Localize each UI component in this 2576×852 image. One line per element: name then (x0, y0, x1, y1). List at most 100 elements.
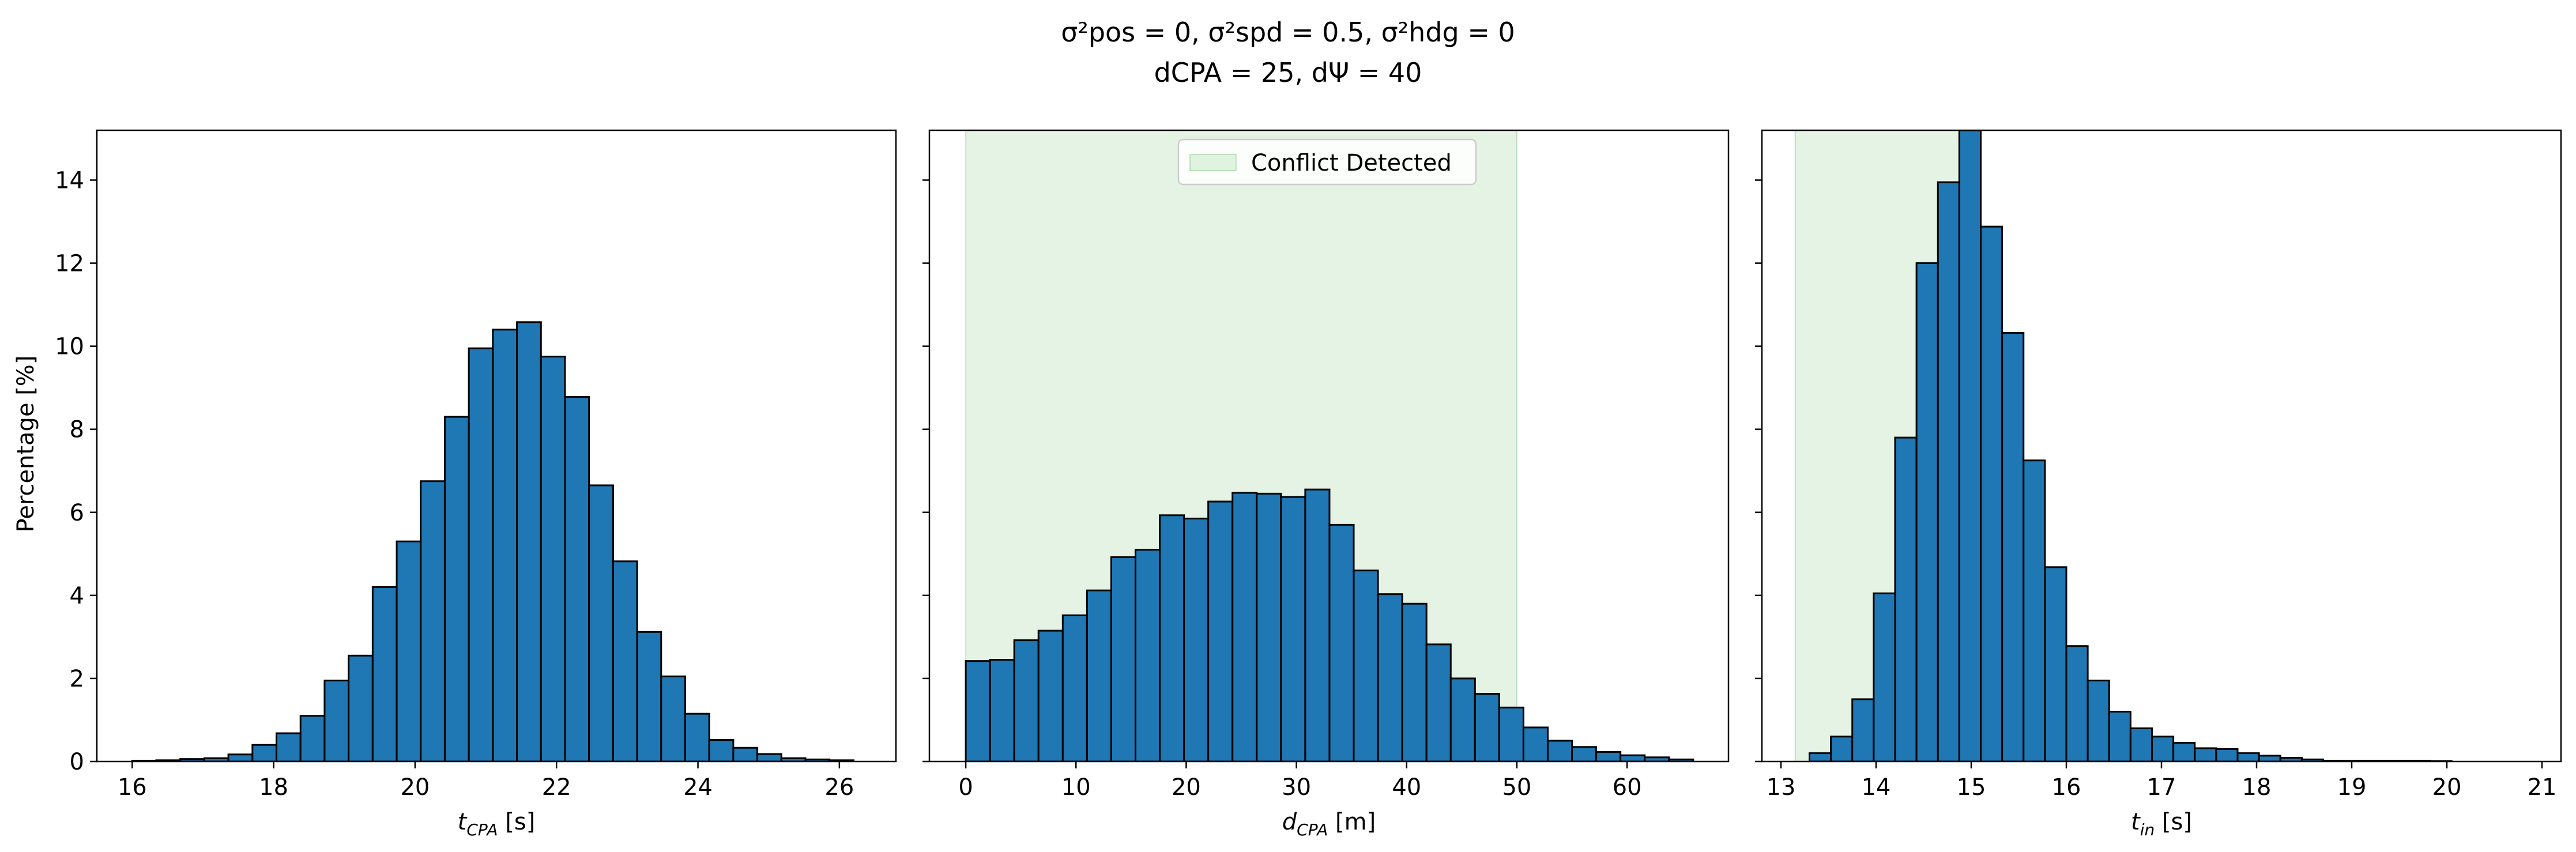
plot-area (1794, 130, 2453, 761)
x-tick-label: 20 (1172, 774, 1201, 801)
x-tick-label: 14 (1862, 774, 1891, 801)
histogram-bar (564, 395, 590, 761)
x-tick-label: 18 (2242, 774, 2272, 801)
histogram-bar (468, 347, 494, 761)
histogram-bar (1377, 593, 1403, 761)
histogram-bar (684, 712, 710, 761)
histogram-bar (1474, 693, 1500, 761)
histogram-bar (443, 416, 470, 761)
histogram-bar (1110, 556, 1136, 761)
y-tick-label: 12 (55, 251, 84, 277)
histogram-bar (1546, 740, 1573, 761)
x-tick-label: 21 (2528, 774, 2557, 801)
histogram-bar (708, 739, 735, 761)
x-axis-label: tCPA [s] (458, 809, 536, 839)
plot-area (965, 130, 1694, 761)
histogram-bar (1595, 751, 1622, 761)
histogram-bar (1328, 523, 1355, 761)
y-tick-label: 6 (70, 500, 84, 526)
histogram-bar (1571, 746, 1598, 761)
histogram-bar (396, 540, 422, 761)
histogram-bar (1256, 492, 1282, 761)
histogram-bar (1620, 754, 1646, 761)
x-tick-label: 24 (683, 774, 713, 801)
histogram-bar (1937, 181, 1960, 761)
y-tick-label: 8 (70, 417, 84, 443)
x-axis-label: dCPA [m] (1282, 809, 1376, 839)
x-tick-label: 30 (1282, 774, 1311, 801)
histogram-bar (2044, 566, 2067, 761)
x-tick-label: 10 (1061, 774, 1091, 801)
histogram-bar (965, 660, 991, 761)
histogram-bar (588, 484, 614, 761)
legend-box (1177, 138, 1477, 186)
histogram-bar (2215, 748, 2239, 761)
histogram-bar (2236, 752, 2260, 761)
histogram-bar (2108, 711, 2131, 761)
x-tick-label: 26 (824, 774, 854, 801)
plot-area (131, 321, 854, 761)
histogram-bar (732, 747, 759, 761)
legend-swatch (1189, 154, 1237, 171)
histogram-bar (636, 631, 662, 761)
histogram-bar (1851, 698, 1875, 761)
x-tick-label: 20 (400, 774, 430, 801)
x-tick-label: 19 (2337, 774, 2367, 801)
histogram-bar (251, 744, 278, 761)
histogram-bar (420, 480, 446, 761)
histogram-bar (2172, 742, 2196, 761)
histogram-bar (2258, 755, 2281, 761)
histogram-bar (323, 680, 350, 761)
x-tick-label: 18 (259, 774, 288, 801)
x-tick-label: 16 (118, 774, 147, 801)
histogram-bar (2129, 727, 2153, 761)
histogram-bar (227, 753, 254, 761)
x-tick-label: 13 (1767, 774, 1796, 801)
histogram-bar (2023, 459, 2046, 761)
histogram-bar (2087, 680, 2110, 761)
axes-frame (928, 129, 1730, 763)
histogram-bar (540, 356, 566, 761)
legend: Conflict Detected (1177, 138, 1477, 186)
histogram-bar (2065, 645, 2089, 761)
histogram-bar (1086, 589, 1112, 761)
histogram-bar (612, 560, 638, 761)
figure-title-line-2: dCPA = 25, dΨ = 40 (1154, 57, 1422, 88)
y-tick-label: 10 (55, 334, 84, 360)
histogram-bar (1980, 225, 2003, 761)
x-axis-label: tin [s] (2131, 809, 2192, 839)
histogram-bar (1894, 436, 1918, 761)
histogram-bar (1231, 492, 1258, 761)
y-axis-label: Percentage [%] (13, 356, 39, 533)
x-tick-label: 60 (1613, 774, 1642, 801)
histogram-bar (1037, 629, 1064, 761)
histogram-bar (348, 654, 374, 761)
y-tick-label: 4 (70, 583, 84, 609)
x-tick-label: 15 (1957, 774, 1986, 801)
histogram-bar (1809, 752, 1832, 761)
histogram-bar (1449, 677, 1476, 761)
histogram-bar (1280, 496, 1306, 761)
histogram-bar (1498, 706, 1524, 761)
histogram-bar (1183, 518, 1210, 761)
histogram-bar (1425, 643, 1452, 761)
y-tick-label: 2 (70, 666, 84, 692)
histogram-bar (989, 659, 1015, 761)
histogram-bar (2194, 747, 2217, 761)
histogram-bar (1401, 602, 1428, 761)
x-tick-label: 22 (542, 774, 571, 801)
x-tick-label: 20 (2432, 774, 2462, 801)
histogram-bar (1873, 592, 1896, 761)
histogram-bar (2001, 332, 2025, 761)
histogram-bar (1304, 488, 1331, 761)
histogram-bar (1958, 130, 1982, 761)
histogram-bar (1830, 736, 1854, 761)
histogram-bar (299, 715, 326, 761)
histogram-bar (1134, 549, 1161, 761)
histogram-bar (1207, 500, 1234, 761)
histogram-tin: 13 14 15 16 17 18 19 20 21 tin [s] (1755, 129, 2562, 839)
histogram-bar (1013, 639, 1040, 761)
histogram-bar (1061, 614, 1088, 761)
